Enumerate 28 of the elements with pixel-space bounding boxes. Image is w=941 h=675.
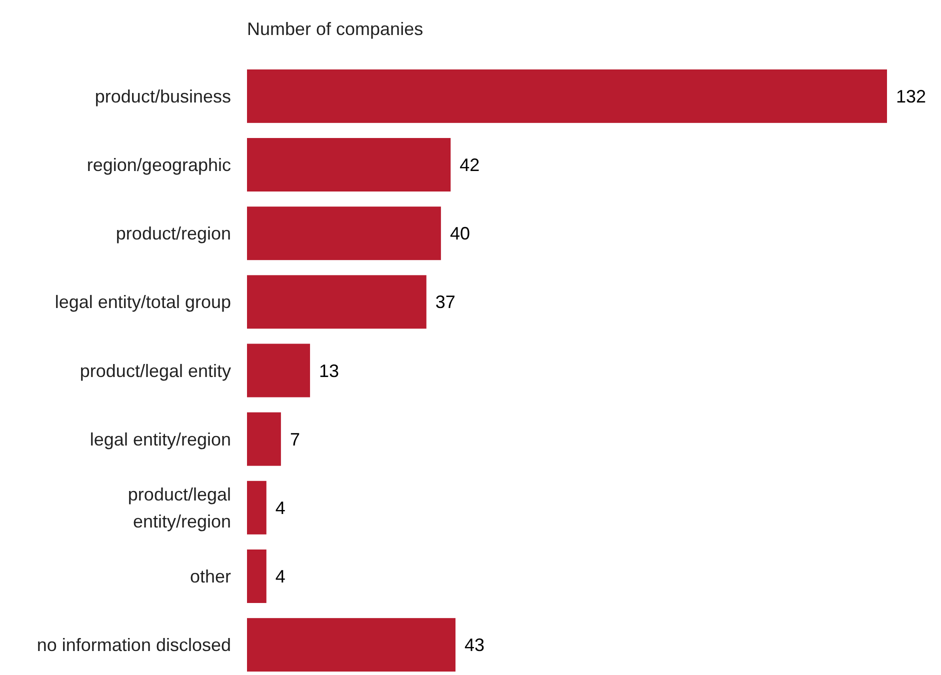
data-label: 4 xyxy=(275,566,286,587)
bar xyxy=(247,549,266,603)
y-tick-label: product/region xyxy=(116,224,231,244)
y-tick-label: product/legal entity xyxy=(80,360,231,381)
bar xyxy=(247,138,451,192)
data-label: 43 xyxy=(464,635,485,656)
data-label: 13 xyxy=(319,360,340,381)
y-tick-label: legal entity/total group xyxy=(54,292,231,312)
y-tick-label: product/business xyxy=(94,86,231,106)
bar xyxy=(247,618,456,672)
y-tick-label: other xyxy=(190,566,231,587)
data-label: 40 xyxy=(450,224,470,244)
data-label: 37 xyxy=(435,292,456,312)
y-tick-label: no information disclosed xyxy=(36,635,231,656)
bar xyxy=(247,206,441,260)
bar xyxy=(247,344,310,398)
bar xyxy=(247,69,887,123)
bar xyxy=(247,480,266,534)
y-tick-label: region/geographic xyxy=(86,155,231,176)
data-label: 4 xyxy=(275,498,286,518)
data-label: 7 xyxy=(290,429,300,450)
chart-title: Number of companies xyxy=(247,19,424,39)
y-tick-label: product/legal entity/region xyxy=(128,484,231,532)
data-label: 42 xyxy=(460,155,480,176)
bar xyxy=(247,412,281,466)
bar xyxy=(247,275,426,329)
y-tick-label: legal entity/region xyxy=(90,429,231,450)
data-label: 132 xyxy=(896,86,926,106)
